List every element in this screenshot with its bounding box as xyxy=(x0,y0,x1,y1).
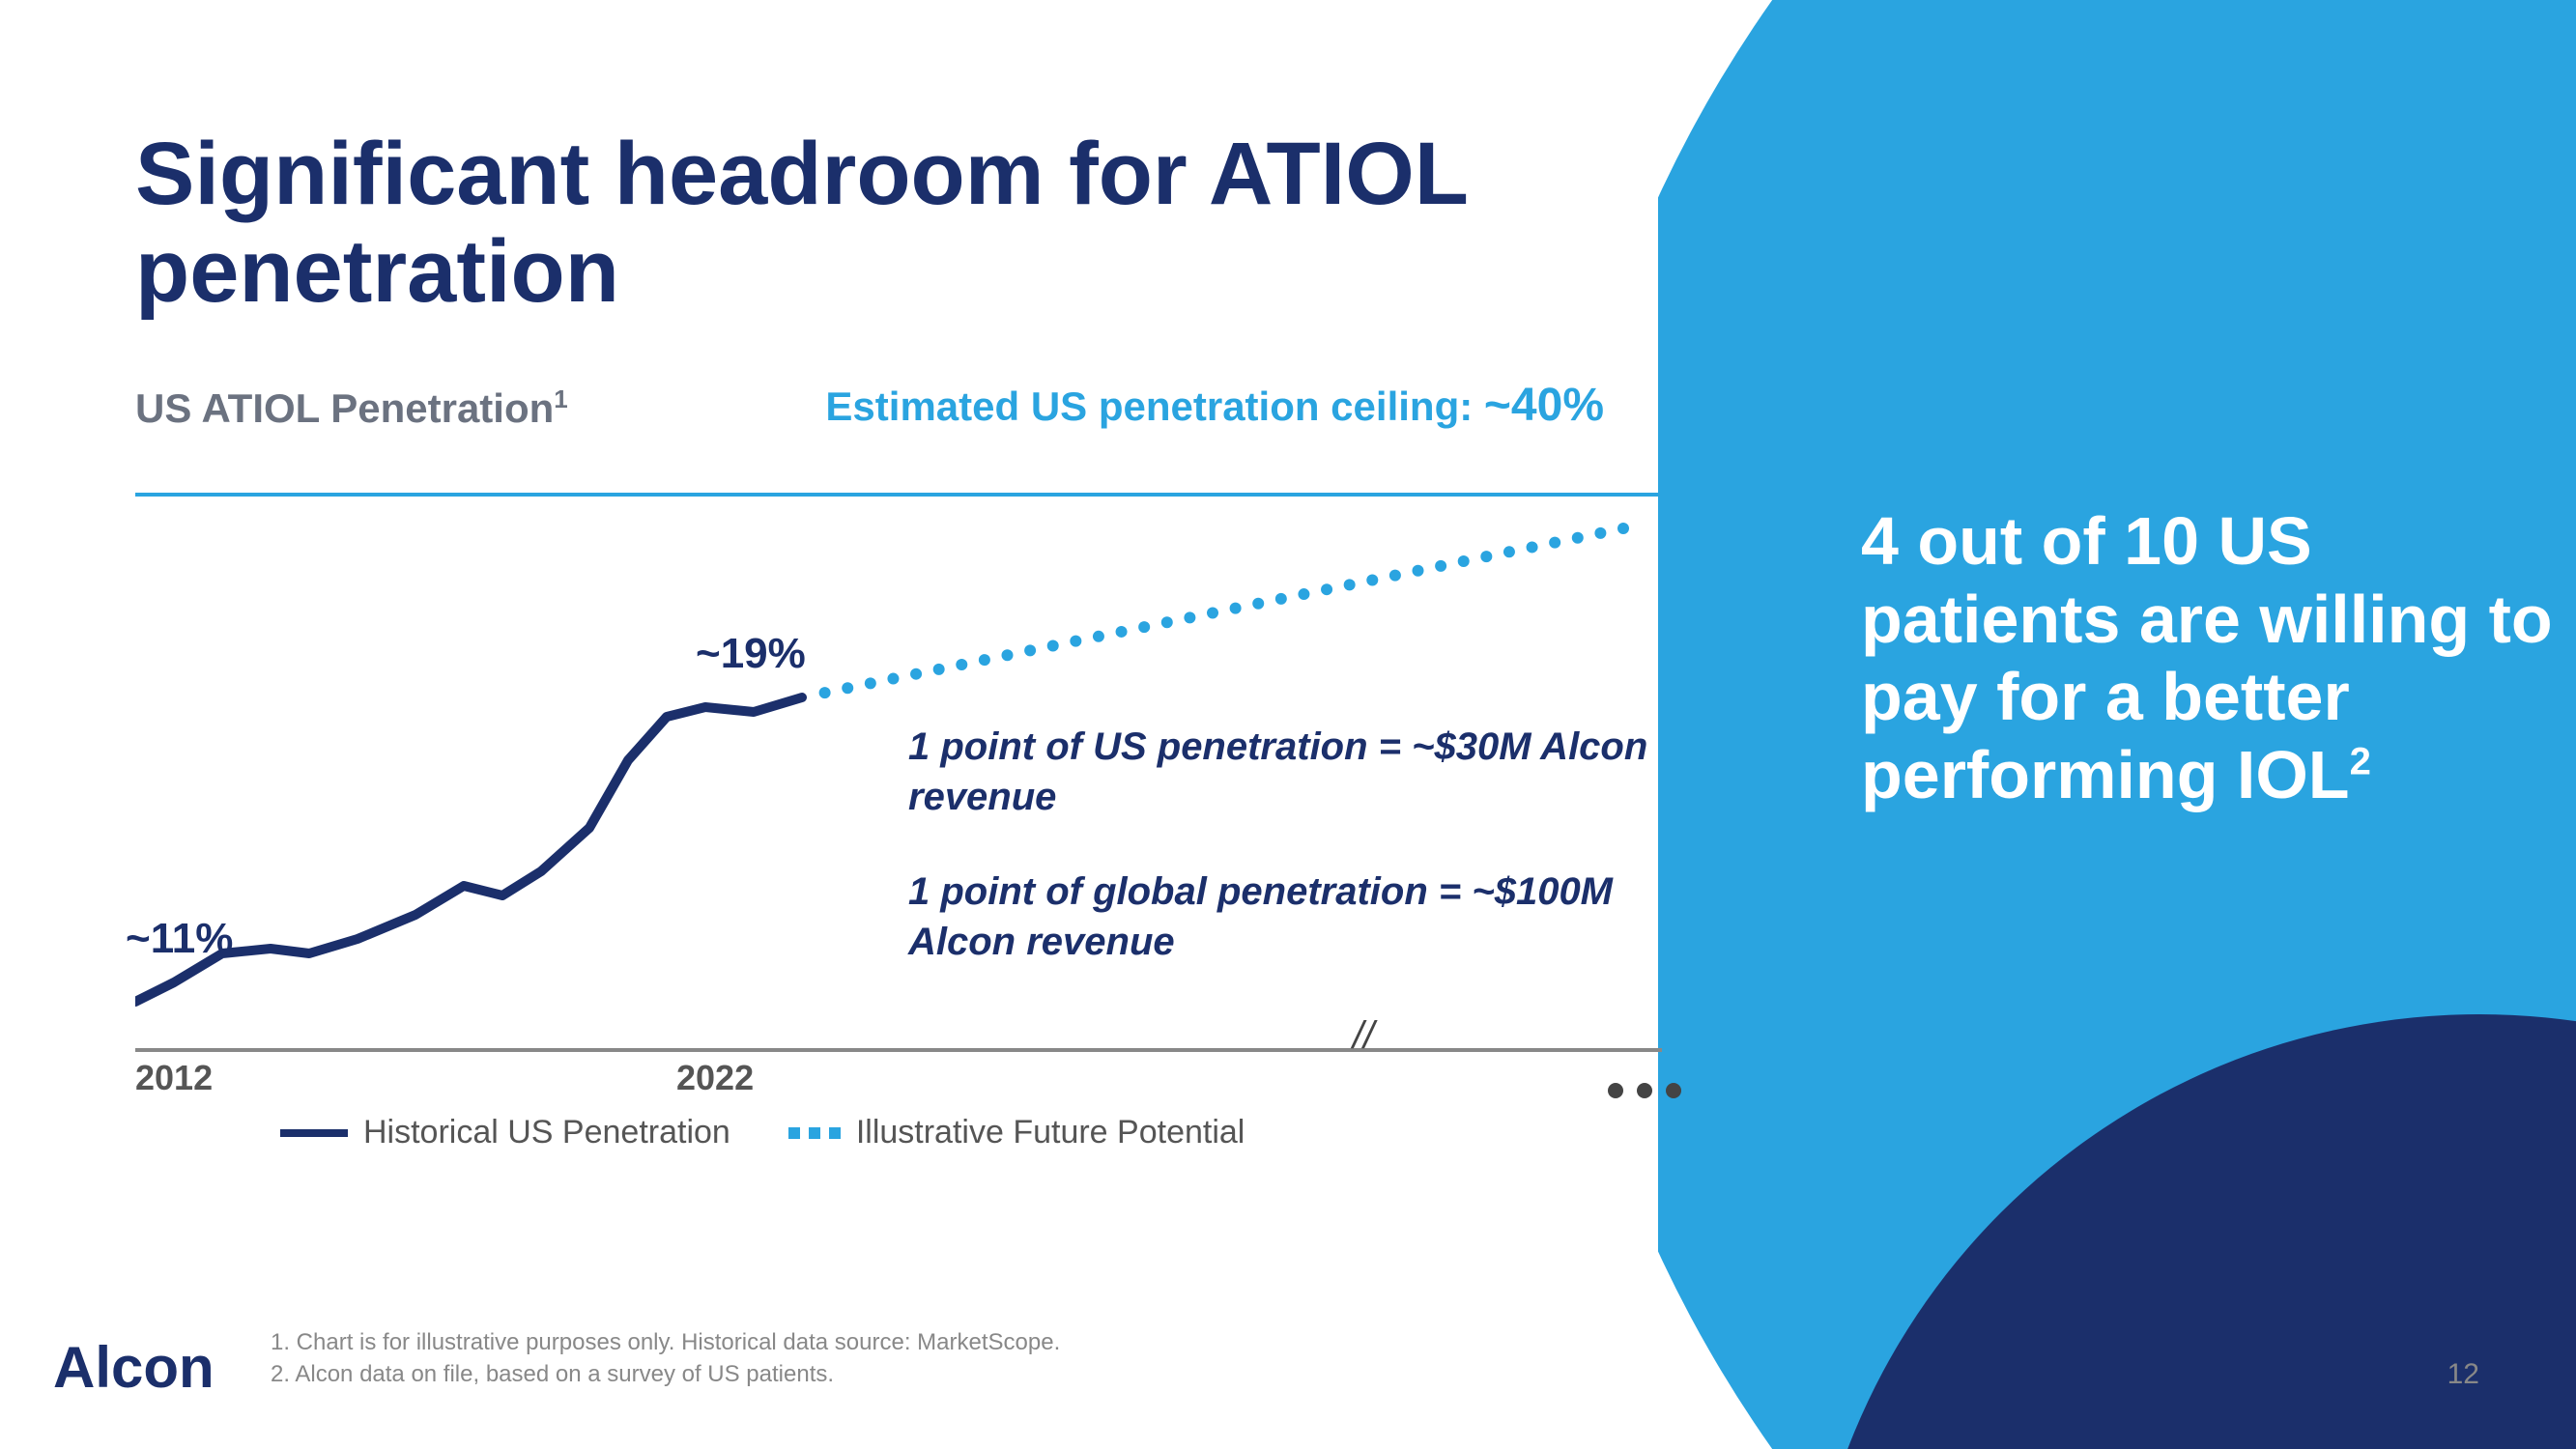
annotation-global: 1 point of global penetration = ~$100M A… xyxy=(908,867,1662,967)
label-start: ~11% xyxy=(126,915,233,963)
historical-line xyxy=(135,697,802,1002)
footnote-2: 2. Alcon data on file, based on a survey… xyxy=(271,1358,1060,1391)
logo: Alcon xyxy=(53,1334,215,1401)
page-number: 12 xyxy=(2447,1358,2479,1391)
legend-solid-icon xyxy=(280,1129,348,1137)
subtitle-sup: 1 xyxy=(554,384,567,413)
callout-body: 4 out of 10 US patients are willing to p… xyxy=(1861,503,2553,812)
ceiling-value: ~40% xyxy=(1484,380,1604,431)
callout-text: 4 out of 10 US patients are willing to p… xyxy=(1861,502,2557,813)
ceiling-label: Estimated US penetration ceiling: ~40% xyxy=(825,379,1604,432)
legend-future: Illustrative Future Potential xyxy=(788,1114,1245,1151)
x-tick-0: 2012 xyxy=(135,1058,213,1098)
subtitle-text: US ATIOL Penetration xyxy=(135,385,554,431)
chart: ~11% ~19% 1 point of US penetration = ~$… xyxy=(135,441,1662,1137)
label-end: ~19% xyxy=(696,630,806,678)
chart-header-row: US ATIOL Penetration1 Estimated US penet… xyxy=(135,379,1604,432)
ceiling-prefix: Estimated US penetration ceiling: xyxy=(825,384,1483,429)
annotation-us: 1 point of US penetration = ~$30M Alcon … xyxy=(908,722,1662,822)
callout-sup: 2 xyxy=(2350,740,2371,782)
future-dots xyxy=(819,523,1629,698)
footnote-1: 1. Chart is for illustrative purposes on… xyxy=(271,1326,1060,1359)
main-content: Significant headroom for ATIOL penetrati… xyxy=(135,126,1681,1137)
right-panel: 4 out of 10 US patients are willing to p… xyxy=(1658,0,2576,1449)
legend-dotted-icon xyxy=(788,1127,841,1139)
footnotes: 1. Chart is for illustrative purposes on… xyxy=(271,1326,1060,1391)
legend: Historical US Penetration Illustrative F… xyxy=(280,1114,1245,1151)
chart-subtitle: US ATIOL Penetration1 xyxy=(135,384,568,432)
x-tick-1: 2022 xyxy=(676,1058,754,1098)
legend-historical: Historical US Penetration xyxy=(280,1114,730,1151)
axis-break-icon: // xyxy=(1353,1014,1374,1058)
ellipsis-icon xyxy=(1608,1083,1681,1098)
page-title: Significant headroom for ATIOL penetrati… xyxy=(135,126,1681,321)
legend-future-label: Illustrative Future Potential xyxy=(856,1114,1245,1151)
legend-historical-label: Historical US Penetration xyxy=(363,1114,730,1151)
